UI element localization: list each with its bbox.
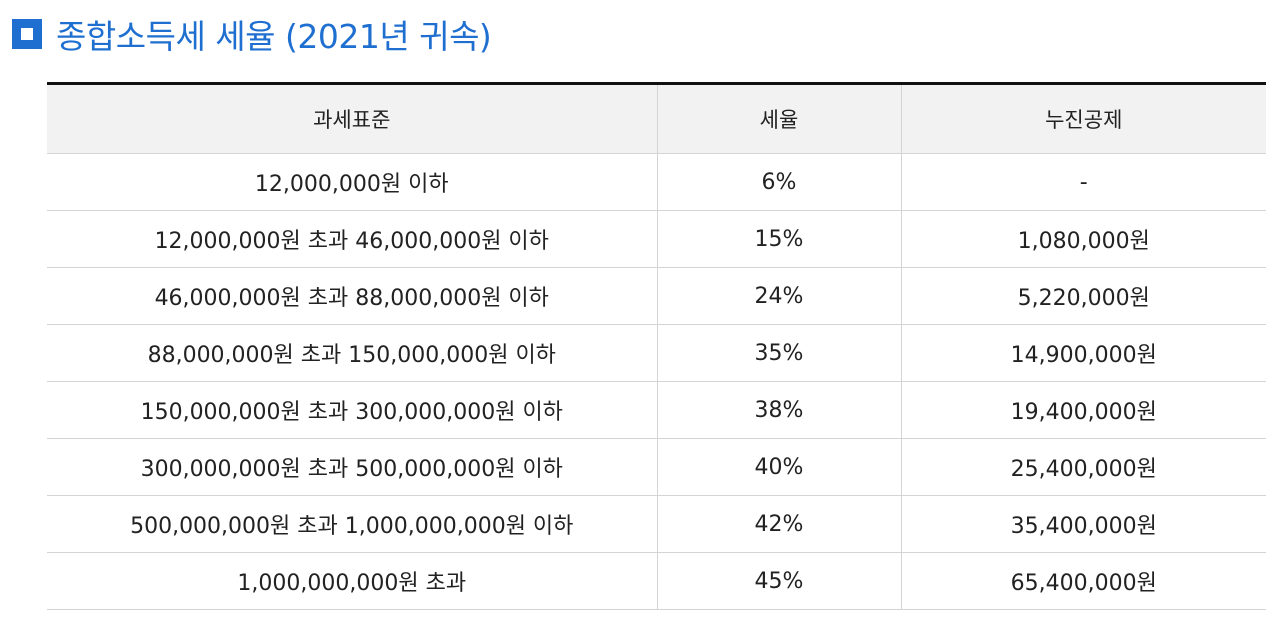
header-tax-base: 과세표준 — [47, 83, 657, 154]
deduction-cell: - — [900, 153, 1266, 211]
tax-base-cell: 12,000,000원 초과 46,000,000원 이하 — [47, 210, 657, 268]
tax-rate-cell: 38% — [656, 381, 901, 439]
table-row: 12,000,000원 이하 6% - — [47, 153, 1266, 211]
table-row: 46,000,000원 초과 88,000,000원 이하 24% 5,220,… — [47, 267, 1266, 325]
table-row: 12,000,000원 초과 46,000,000원 이하 15% 1,080,… — [47, 210, 1266, 268]
page-title-row: 종합소득세 세율 (2021년 귀속) — [12, 6, 492, 62]
deduction-cell: 25,400,000원 — [900, 438, 1266, 496]
deduction-cell: 65,400,000원 — [900, 552, 1266, 610]
deduction-cell: 14,900,000원 — [900, 324, 1266, 382]
deduction-cell: 35,400,000원 — [900, 495, 1266, 553]
tax-rate-table-container: 과세표준 세율 누진공제 12,000,000원 이하 6% - 12,000,… — [47, 82, 1266, 610]
header-tax-rate: 세율 — [656, 83, 901, 154]
tax-rate-cell: 42% — [656, 495, 901, 553]
tax-rate-cell: 6% — [656, 153, 901, 211]
tax-base-cell: 88,000,000원 초과 150,000,000원 이하 — [47, 324, 657, 382]
header-progressive-deduction: 누진공제 — [900, 83, 1266, 154]
tax-base-cell: 1,000,000,000원 초과 — [47, 552, 657, 610]
tax-base-cell: 150,000,000원 초과 300,000,000원 이하 — [47, 381, 657, 439]
tax-rate-cell: 40% — [656, 438, 901, 496]
tax-rate-cell: 15% — [656, 210, 901, 268]
tax-base-cell: 46,000,000원 초과 88,000,000원 이하 — [47, 267, 657, 325]
square-bullet-icon — [12, 19, 42, 49]
table-row: 1,000,000,000원 초과 45% 65,400,000원 — [47, 552, 1266, 610]
tax-rate-cell: 24% — [656, 267, 901, 325]
page-title: 종합소득세 세율 (2021년 귀속) — [56, 17, 492, 56]
table-row: 500,000,000원 초과 1,000,000,000원 이하 42% 35… — [47, 495, 1266, 553]
table-row: 88,000,000원 초과 150,000,000원 이하 35% 14,90… — [47, 324, 1266, 382]
deduction-cell: 5,220,000원 — [900, 267, 1266, 325]
tax-base-cell: 300,000,000원 초과 500,000,000원 이하 — [47, 438, 657, 496]
tax-base-cell: 500,000,000원 초과 1,000,000,000원 이하 — [47, 495, 657, 553]
table-row: 300,000,000원 초과 500,000,000원 이하 40% 25,4… — [47, 438, 1266, 496]
tax-rate-cell: 45% — [656, 552, 901, 610]
table-row: 150,000,000원 초과 300,000,000원 이하 38% 19,4… — [47, 381, 1266, 439]
deduction-cell: 1,080,000원 — [900, 210, 1266, 268]
tax-rate-cell: 35% — [656, 324, 901, 382]
tax-base-cell: 12,000,000원 이하 — [47, 153, 657, 211]
table-header-row: 과세표준 세율 누진공제 — [47, 83, 1266, 154]
tax-rate-table: 과세표준 세율 누진공제 12,000,000원 이하 6% - 12,000,… — [47, 82, 1266, 610]
deduction-cell: 19,400,000원 — [900, 381, 1266, 439]
